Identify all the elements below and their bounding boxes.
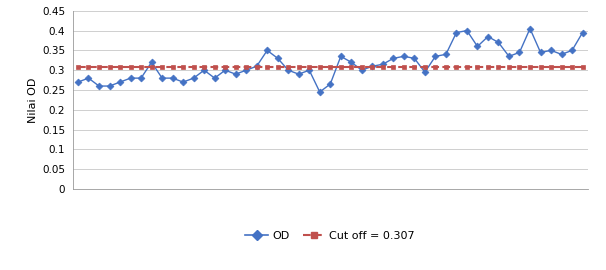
Legend: OD, Cut off = 0.307: OD, Cut off = 0.307 <box>241 227 419 245</box>
Y-axis label: Nilai OD: Nilai OD <box>28 77 38 123</box>
